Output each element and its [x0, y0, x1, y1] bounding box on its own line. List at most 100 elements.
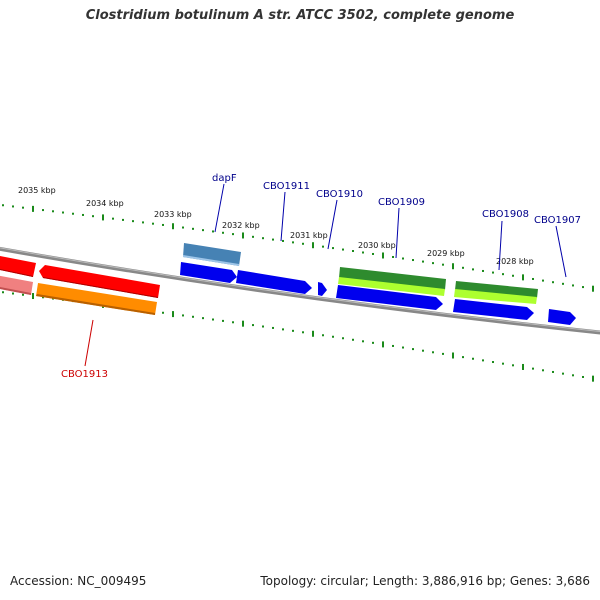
upper-tick	[462, 266, 464, 269]
upper-tick	[102, 214, 104, 221]
lower-tick	[232, 321, 234, 324]
upper-tick	[502, 273, 504, 276]
leader-cbo1909	[395, 207, 400, 259]
upper-tick	[312, 242, 314, 249]
upper-tick	[252, 235, 254, 238]
gene-red[interactable]	[39, 265, 160, 298]
upper-tick	[42, 209, 44, 212]
gene-label-cbo1913[interactable]: CBO1913	[61, 369, 108, 380]
upper-tick	[22, 206, 24, 209]
lower-tick	[202, 317, 204, 320]
cds-arrow-5[interactable]	[453, 299, 534, 320]
gene-green-2[interactable]	[455, 281, 538, 298]
lower-tick	[562, 372, 564, 375]
upper-tick	[132, 220, 134, 223]
upper-tick	[402, 257, 404, 260]
upper-tick	[342, 248, 344, 251]
upper-tick	[562, 282, 564, 285]
lower-tick	[472, 357, 474, 360]
genome-backbone	[0, 246, 600, 335]
leader-cbo1908	[498, 220, 503, 271]
gene-label-cbo1909[interactable]: CBO1909	[378, 197, 425, 208]
lower-tick	[442, 352, 444, 355]
cds-arrow-6[interactable]	[548, 309, 576, 325]
upper-tick	[532, 277, 534, 280]
upper-tick	[292, 241, 294, 244]
lower-tick	[222, 319, 224, 322]
kbp-label-2030: 2030 kbp	[358, 241, 396, 250]
lower-tick	[382, 341, 384, 348]
lower-tick	[592, 375, 594, 382]
kbp-label-2031: 2031 kbp	[290, 231, 328, 240]
cds-arrow-3[interactable]	[318, 282, 327, 296]
lower-tick	[32, 293, 34, 300]
lower-tick	[292, 329, 294, 332]
upper-tick	[322, 245, 324, 248]
lower-tick	[462, 356, 464, 359]
map-title: Clostridium botulinum A str. ATCC 3502, …	[85, 8, 515, 23]
upper-tick	[372, 252, 374, 255]
lower-tick	[482, 359, 484, 362]
upper-tick	[352, 250, 354, 253]
upper-tick	[242, 232, 244, 239]
upper-tick	[182, 226, 184, 229]
cds-arrow-1[interactable]	[180, 262, 237, 283]
upper-tick	[192, 227, 194, 230]
gene-label-cbo1911[interactable]: CBO1911	[263, 181, 310, 192]
upper-tick	[92, 215, 94, 218]
upper-tick	[412, 259, 414, 262]
upper-tick	[282, 239, 284, 242]
upper-tick	[72, 212, 74, 215]
upper-tick	[262, 237, 264, 240]
upper-tick	[582, 286, 584, 289]
cds-arrow-2[interactable]	[236, 270, 312, 294]
upper-tick	[422, 260, 424, 263]
gene-label-cbo1908[interactable]: CBO1908	[482, 209, 529, 220]
lower-tick	[352, 338, 354, 341]
lower-tick	[342, 337, 344, 340]
cds-arrow-4[interactable]	[336, 285, 443, 310]
kbp-label-2034: 2034 kbp	[86, 199, 124, 208]
gene-dapf[interactable]	[183, 243, 241, 266]
genome-summary-text: Topology: circular; Length: 3,886,916 bp…	[260, 574, 590, 588]
lower-tick	[422, 349, 424, 352]
lower-tick	[12, 292, 14, 295]
lower-tick	[362, 340, 364, 343]
upper-tick	[302, 242, 304, 245]
upper-tick	[172, 223, 174, 230]
upper-tick	[572, 284, 574, 287]
gene-label-cbo1907[interactable]: CBO1907	[534, 215, 581, 226]
lower-tick	[162, 311, 164, 314]
lower-tick	[392, 344, 394, 347]
upper-tick	[152, 222, 154, 225]
upper-tick	[52, 210, 54, 213]
upper-tick	[142, 221, 144, 224]
upper-tick	[362, 251, 364, 254]
lower-tick	[412, 348, 414, 351]
upper-tick	[32, 205, 34, 212]
gene-label-cbo1910[interactable]: CBO1910	[316, 189, 363, 200]
gene-label-dapf[interactable]: dapF	[212, 173, 237, 184]
lower-tick	[492, 361, 494, 364]
lower-tick	[282, 328, 284, 331]
leader-dapf	[214, 183, 225, 233]
upper-tick	[552, 281, 554, 284]
upper-tick	[432, 262, 434, 265]
upper-tick	[512, 274, 514, 277]
gene-green-1[interactable]	[339, 267, 446, 290]
upper-tick	[482, 269, 484, 272]
lower-tick	[402, 346, 404, 349]
leader-cbo1913	[84, 319, 94, 367]
upper-tick	[592, 285, 594, 292]
lower-tick	[312, 330, 314, 337]
lower-tick	[522, 363, 524, 370]
upper-tick	[382, 252, 384, 259]
upper-tick	[542, 279, 544, 282]
upper-tick	[202, 229, 204, 232]
lower-tick	[42, 296, 44, 299]
gene-orange[interactable]	[36, 283, 157, 315]
lower-tick	[542, 369, 544, 372]
lower-tick	[572, 374, 574, 377]
upper-tick	[232, 233, 234, 236]
